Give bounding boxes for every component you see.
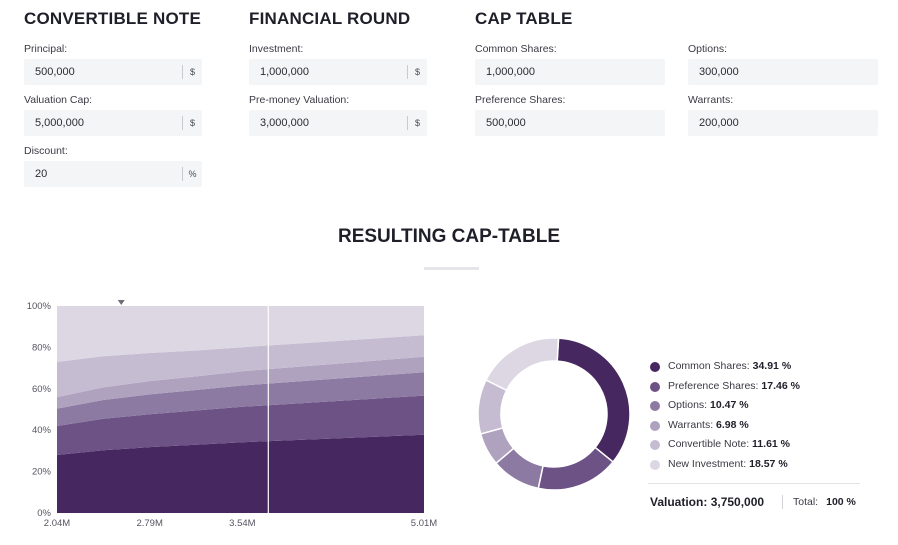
- warrants-label: Warrants:: [688, 94, 734, 106]
- investment-unit: $: [407, 65, 427, 79]
- area-series-preference-shares: [57, 395, 424, 456]
- legend-label-common: Common Shares:: [668, 360, 750, 372]
- valuation-summary: Valuation: 3,750,000: [650, 495, 764, 509]
- legend-value-preference: 17.46 %: [761, 379, 800, 392]
- legend-value-options: 10.47 %: [710, 399, 749, 411]
- area-series-new-investment: [57, 306, 424, 362]
- common-shares-label: Common Shares:: [475, 43, 557, 55]
- financial-round-title: FINANCIAL ROUND: [249, 9, 411, 28]
- legend-value-common: 34.91 %: [752, 360, 792, 372]
- convertible-note-title: CONVERTIBLE NOTE: [24, 9, 201, 28]
- valuation-label: Valuation:: [650, 495, 708, 509]
- legend-dot-investment: [650, 459, 660, 470]
- legend-value-convertible: 11.61 %: [752, 438, 790, 450]
- legend-value-investment: 18.57 %: [749, 457, 788, 470]
- legend-dot-warrants: [650, 420, 660, 431]
- legend-dot-options: [650, 401, 660, 411]
- legend-dot-convertible: [650, 440, 660, 450]
- pre-money-label: Pre-money Valuation:: [249, 94, 350, 106]
- y-tick-label: 100%: [27, 301, 52, 312]
- area-series-convertible-note: [57, 335, 424, 398]
- discount-field: %: [24, 161, 202, 187]
- investment-field: $: [249, 59, 427, 85]
- total-value: 100 %: [826, 496, 856, 508]
- chart-cursor-handle-icon[interactable]: [117, 300, 125, 305]
- area-series-options: [57, 372, 424, 427]
- total-separator: [782, 495, 783, 509]
- common-shares-field: [475, 59, 665, 85]
- pre-money-unit: $: [407, 116, 427, 130]
- valuation-cap-label: Valuation Cap:: [24, 94, 93, 106]
- warrants-input[interactable]: [688, 110, 878, 136]
- pre-money-field: $: [249, 110, 427, 136]
- summary-divider: [648, 483, 860, 484]
- valuation-cap-field: $: [24, 110, 202, 136]
- investment-label: Investment:: [249, 43, 304, 55]
- total-label: Total:: [793, 496, 819, 508]
- legend-value-warrants: 6.98 %: [716, 418, 749, 431]
- y-tick-label: 40%: [32, 425, 52, 436]
- title-divider: [424, 267, 479, 270]
- legend-label-warrants: Warrants:: [668, 418, 714, 431]
- x-tick-label: 2.04M: [44, 518, 70, 529]
- preference-shares-label: Preference Shares:: [475, 94, 566, 106]
- legend-label-preference: Preference Shares:: [668, 379, 759, 392]
- investment-input[interactable]: [249, 59, 427, 85]
- principal-unit: $: [182, 65, 202, 79]
- principal-input[interactable]: [24, 59, 202, 85]
- pre-money-input[interactable]: [249, 110, 427, 136]
- legend-dot-common: [650, 362, 660, 372]
- options-label: Options:: [688, 43, 728, 55]
- y-tick-label: 0%: [37, 508, 51, 519]
- principal-label: Principal:: [24, 43, 68, 55]
- donut-slice-preference[interactable]: [537, 446, 615, 491]
- donut-slice-common[interactable]: [556, 337, 631, 464]
- valuation-value: 3,750,000: [710, 495, 765, 509]
- total-summary: Total: 100 %: [793, 496, 856, 508]
- y-tick-label: 60%: [32, 384, 52, 395]
- area-series-common-shares: [57, 434, 424, 513]
- options-input[interactable]: [688, 59, 878, 85]
- principal-field: $: [24, 59, 202, 85]
- legend-label-investment: New Investment:: [668, 457, 747, 470]
- stacked-area-chart[interactable]: 0% 20% 40% 60% 80% 100% 2.04M 2.79M 3.54M 5.01M: [0, 295, 450, 535]
- cap-table-title: CAP TABLE: [475, 9, 573, 28]
- x-tick-label: 2.79M: [136, 518, 162, 529]
- area-series-warrants: [57, 356, 424, 409]
- y-tick-label: 20%: [32, 467, 52, 478]
- discount-label: Discount:: [24, 145, 68, 157]
- legend-label-options: Options:: [668, 399, 708, 411]
- donut-chart[interactable]: [472, 332, 637, 497]
- legend-dot-preference: [650, 381, 660, 392]
- discount-input[interactable]: [24, 161, 202, 187]
- resulting-cap-table-title: RESULTING CAP-TABLE: [337, 226, 560, 247]
- options-field: [688, 59, 878, 85]
- discount-unit: %: [182, 167, 202, 181]
- legend-label-convertible: Convertible Note:: [668, 438, 750, 450]
- x-tick-label: 5.01M: [411, 518, 437, 529]
- valuation-cap-input[interactable]: [24, 110, 202, 136]
- warrants-field: [688, 110, 878, 136]
- preference-shares-input[interactable]: [475, 110, 665, 136]
- preference-shares-field: [475, 110, 665, 136]
- valuation-cap-unit: $: [182, 116, 202, 130]
- common-shares-input[interactable]: [475, 59, 665, 85]
- donut-slice-investment[interactable]: [485, 337, 560, 392]
- x-tick-label: 3.54M: [229, 518, 255, 529]
- y-tick-label: 80%: [32, 342, 52, 353]
